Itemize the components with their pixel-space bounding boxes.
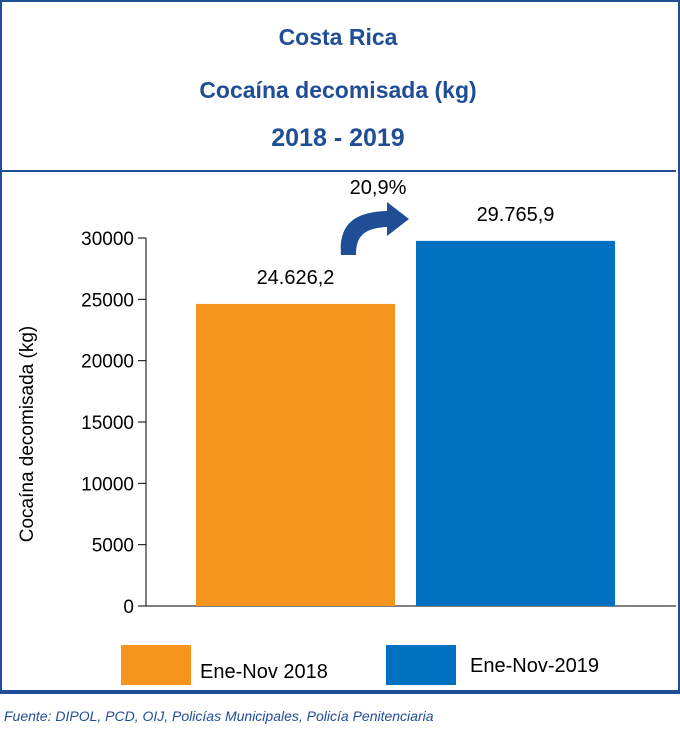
bar-2 (416, 240, 615, 606)
data-label-2: 29.765,9 (477, 204, 555, 226)
y-tick-label: 10000 (81, 474, 134, 495)
header-years: 2018 - 2019 (271, 124, 405, 152)
y-tick-label: 15000 (81, 413, 134, 434)
chart-frame (0, 0, 680, 694)
bar-1 (196, 303, 395, 606)
curved-arrow-icon (340, 202, 409, 255)
change-annotation: 20,9% (340, 177, 409, 255)
legend-label-2: Ene-Nov-2019 (470, 655, 599, 677)
header-title: Cocaína decomisada (kg) (199, 77, 477, 103)
data-label-1: 24.626,2 (257, 267, 335, 289)
legend: Ene-Nov 2018 Ene-Nov-2019 (0, 645, 678, 692)
legend-swatch-1 (121, 645, 191, 685)
chart-header: Costa Rica Cocaína decomisada (kg) 2018 … (0, 0, 676, 172)
y-tick-label: 5000 (92, 536, 134, 557)
change-percent-label: 20,9% (350, 177, 407, 199)
y-tick-label: 25000 (81, 290, 134, 311)
source-note: Fuente: DIPOL, PCD, OIJ, Policías Munici… (4, 708, 434, 724)
y-axis-label: Cocaína decomisada (kg) (17, 326, 38, 543)
y-tick-label: 0 (123, 597, 134, 618)
y-tick-label: 20000 (81, 352, 134, 373)
header-country: Costa Rica (278, 24, 398, 50)
legend-swatch-2 (386, 645, 456, 685)
legend-label-1: Ene-Nov 2018 (200, 661, 328, 683)
data-labels: 24.626,2 29.765,9 (257, 204, 555, 289)
y-tick-label: 30000 (81, 229, 134, 250)
bars (196, 240, 615, 606)
